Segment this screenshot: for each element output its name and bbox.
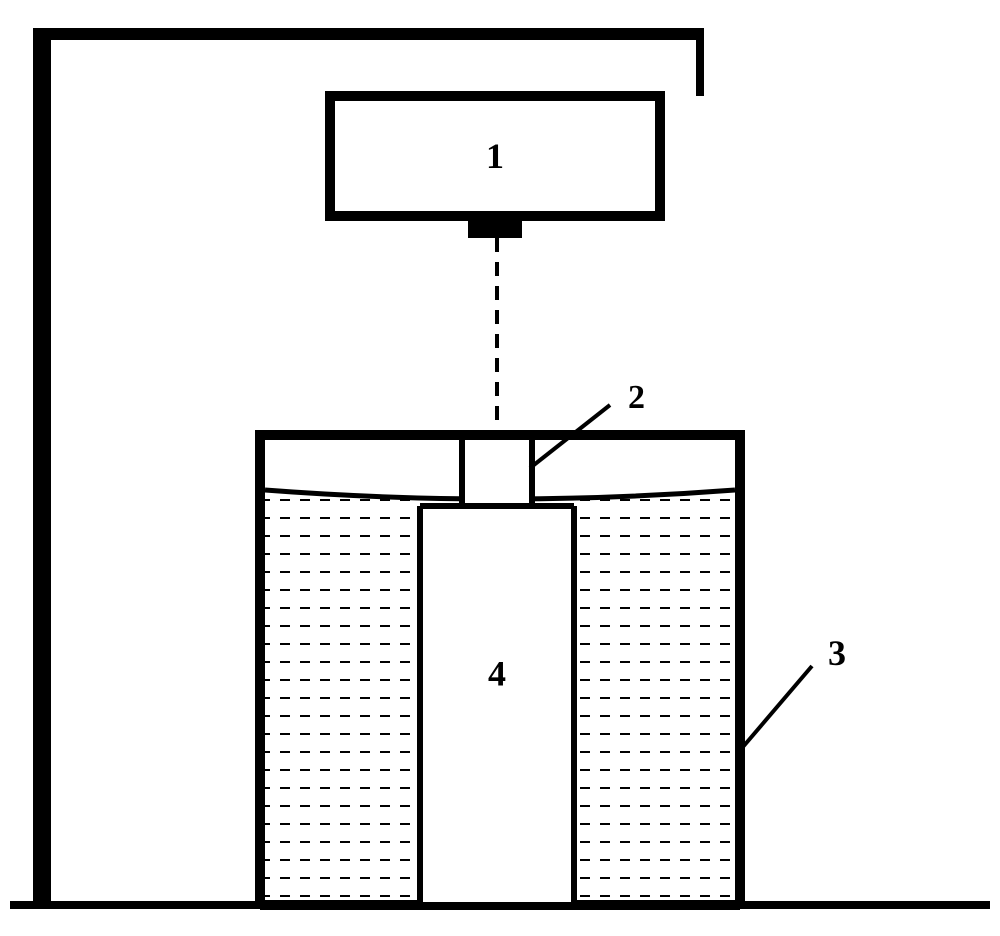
label-3: 3 <box>828 633 846 673</box>
inner-fill <box>423 509 571 902</box>
stand-drop <box>696 28 704 96</box>
stand-arm <box>33 28 700 40</box>
label-1: 1 <box>486 136 504 176</box>
port-box-top <box>462 435 532 506</box>
label-4: 4 <box>488 654 506 694</box>
label-2: 2 <box>628 379 645 416</box>
source-connector <box>468 216 522 238</box>
stand-post <box>33 30 51 905</box>
